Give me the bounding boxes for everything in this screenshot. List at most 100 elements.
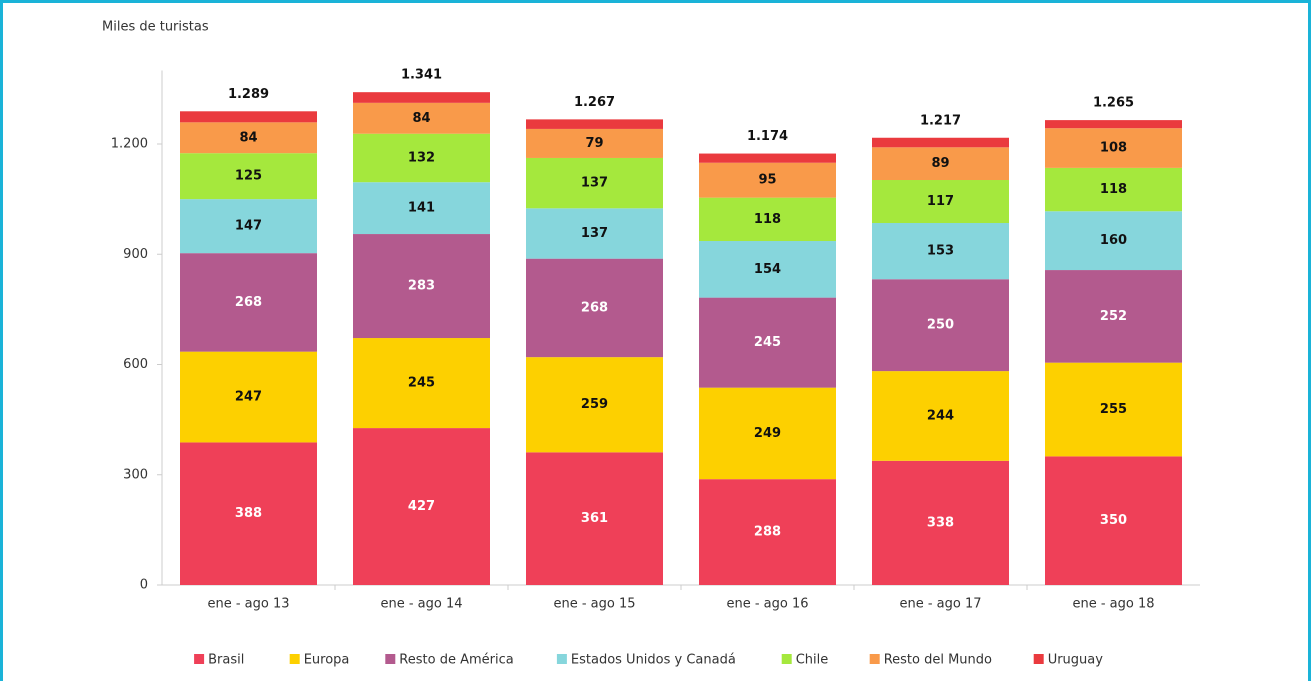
bar-segment <box>1045 270 1182 363</box>
bar-segment <box>353 182 490 235</box>
bar-segment <box>699 297 836 388</box>
total-label: 1.267 <box>574 95 615 110</box>
bar-segment <box>526 258 663 358</box>
data-label: 259 <box>581 397 608 412</box>
data-label: 427 <box>408 499 435 514</box>
bar-segment <box>1045 456 1182 585</box>
bar-segment <box>872 147 1009 181</box>
total-label: 1.174 <box>747 129 788 144</box>
y-tick-label: 0 <box>140 578 148 593</box>
bar-segment <box>1045 211 1182 271</box>
x-tick-label: ene - ago 17 <box>899 597 981 612</box>
bar-segment <box>180 122 317 154</box>
legend-swatch <box>781 654 792 664</box>
data-label: 118 <box>754 212 781 227</box>
bar-segment <box>872 137 1009 148</box>
legend-swatch <box>289 654 300 664</box>
data-label: 118 <box>1100 182 1127 197</box>
data-label: 338 <box>927 515 954 530</box>
y-tick-label: 600 <box>123 357 148 372</box>
data-label: 244 <box>927 408 954 423</box>
data-label: 147 <box>235 219 262 234</box>
data-label: 84 <box>239 130 257 145</box>
data-label: 137 <box>581 226 608 241</box>
y-tick-label: 900 <box>123 247 148 262</box>
data-label: 388 <box>235 506 262 521</box>
bar-segment <box>526 357 663 453</box>
legend-swatch <box>1033 654 1044 664</box>
y-tick-label: 300 <box>123 467 148 482</box>
data-label: 117 <box>927 194 954 209</box>
bar-segment <box>526 128 663 158</box>
data-label: 141 <box>408 201 435 216</box>
bar-segment <box>872 371 1009 461</box>
data-label: 250 <box>927 318 954 333</box>
data-label: 255 <box>1100 402 1127 417</box>
bar-segment <box>1045 128 1182 168</box>
data-label: 288 <box>754 525 781 540</box>
legend-label: Estados Unidos y Canadá <box>571 653 736 668</box>
total-label: 1.289 <box>228 87 269 102</box>
total-label: 1.217 <box>920 113 961 128</box>
data-label: 95 <box>758 173 776 188</box>
bar-segment <box>180 199 317 254</box>
data-label: 268 <box>235 295 262 310</box>
data-label: 125 <box>235 169 262 184</box>
bar-segment <box>526 119 663 129</box>
x-tick-label: ene - ago 13 <box>207 597 289 612</box>
bar-segment <box>180 111 317 123</box>
data-label: 108 <box>1100 141 1127 156</box>
bar-segment <box>353 428 490 585</box>
bar-segment <box>353 102 490 134</box>
data-label: 252 <box>1100 309 1127 324</box>
data-label: 245 <box>754 335 781 350</box>
x-tick-label: ene - ago 16 <box>726 597 808 612</box>
x-tick-label: ene - ago 14 <box>380 597 462 612</box>
y-axis-label: Miles de turistas <box>102 20 209 35</box>
bar-segment <box>526 452 663 585</box>
data-label: 153 <box>927 244 954 259</box>
bar-segment <box>872 279 1009 372</box>
data-label: 268 <box>581 300 608 315</box>
bar-segment <box>180 253 317 352</box>
legend-label: Europa <box>304 653 350 668</box>
total-label: 1.265 <box>1093 96 1134 111</box>
bar-segment <box>699 153 836 163</box>
data-label: 350 <box>1100 513 1127 528</box>
bar-segment <box>872 460 1009 585</box>
data-label: 89 <box>931 156 949 171</box>
y-tick-label: 1.200 <box>111 137 148 152</box>
bar-segment <box>1045 167 1182 212</box>
bar-segment <box>699 479 836 585</box>
bar-segment <box>1045 362 1182 457</box>
bar-segment <box>872 180 1009 224</box>
bar-segment <box>699 162 836 198</box>
data-label: 132 <box>408 150 435 165</box>
data-label: 154 <box>754 262 781 277</box>
legend-label: Uruguay <box>1048 653 1104 668</box>
bar-segment <box>353 338 490 429</box>
legend-swatch <box>556 654 567 664</box>
bar-segment <box>180 351 317 443</box>
bar-segment <box>353 234 490 339</box>
x-tick-label: ene - ago 18 <box>1072 597 1154 612</box>
bar-segment <box>180 442 317 585</box>
data-label: 245 <box>408 376 435 391</box>
data-label: 247 <box>235 390 262 405</box>
bar-segment <box>353 133 490 183</box>
data-label: 160 <box>1100 233 1127 248</box>
data-label: 361 <box>581 511 608 526</box>
legend-swatch <box>194 654 205 664</box>
bar-segment <box>699 241 836 298</box>
bar-segment <box>872 223 1009 280</box>
bar-segment <box>699 197 836 242</box>
legend-label: Brasil <box>208 653 244 668</box>
total-label: 1.341 <box>401 68 442 83</box>
bar-segment <box>699 387 836 480</box>
legend-label: Chile <box>796 653 829 668</box>
legend-swatch <box>385 654 396 664</box>
data-label: 79 <box>585 136 603 151</box>
data-label: 283 <box>408 279 435 294</box>
